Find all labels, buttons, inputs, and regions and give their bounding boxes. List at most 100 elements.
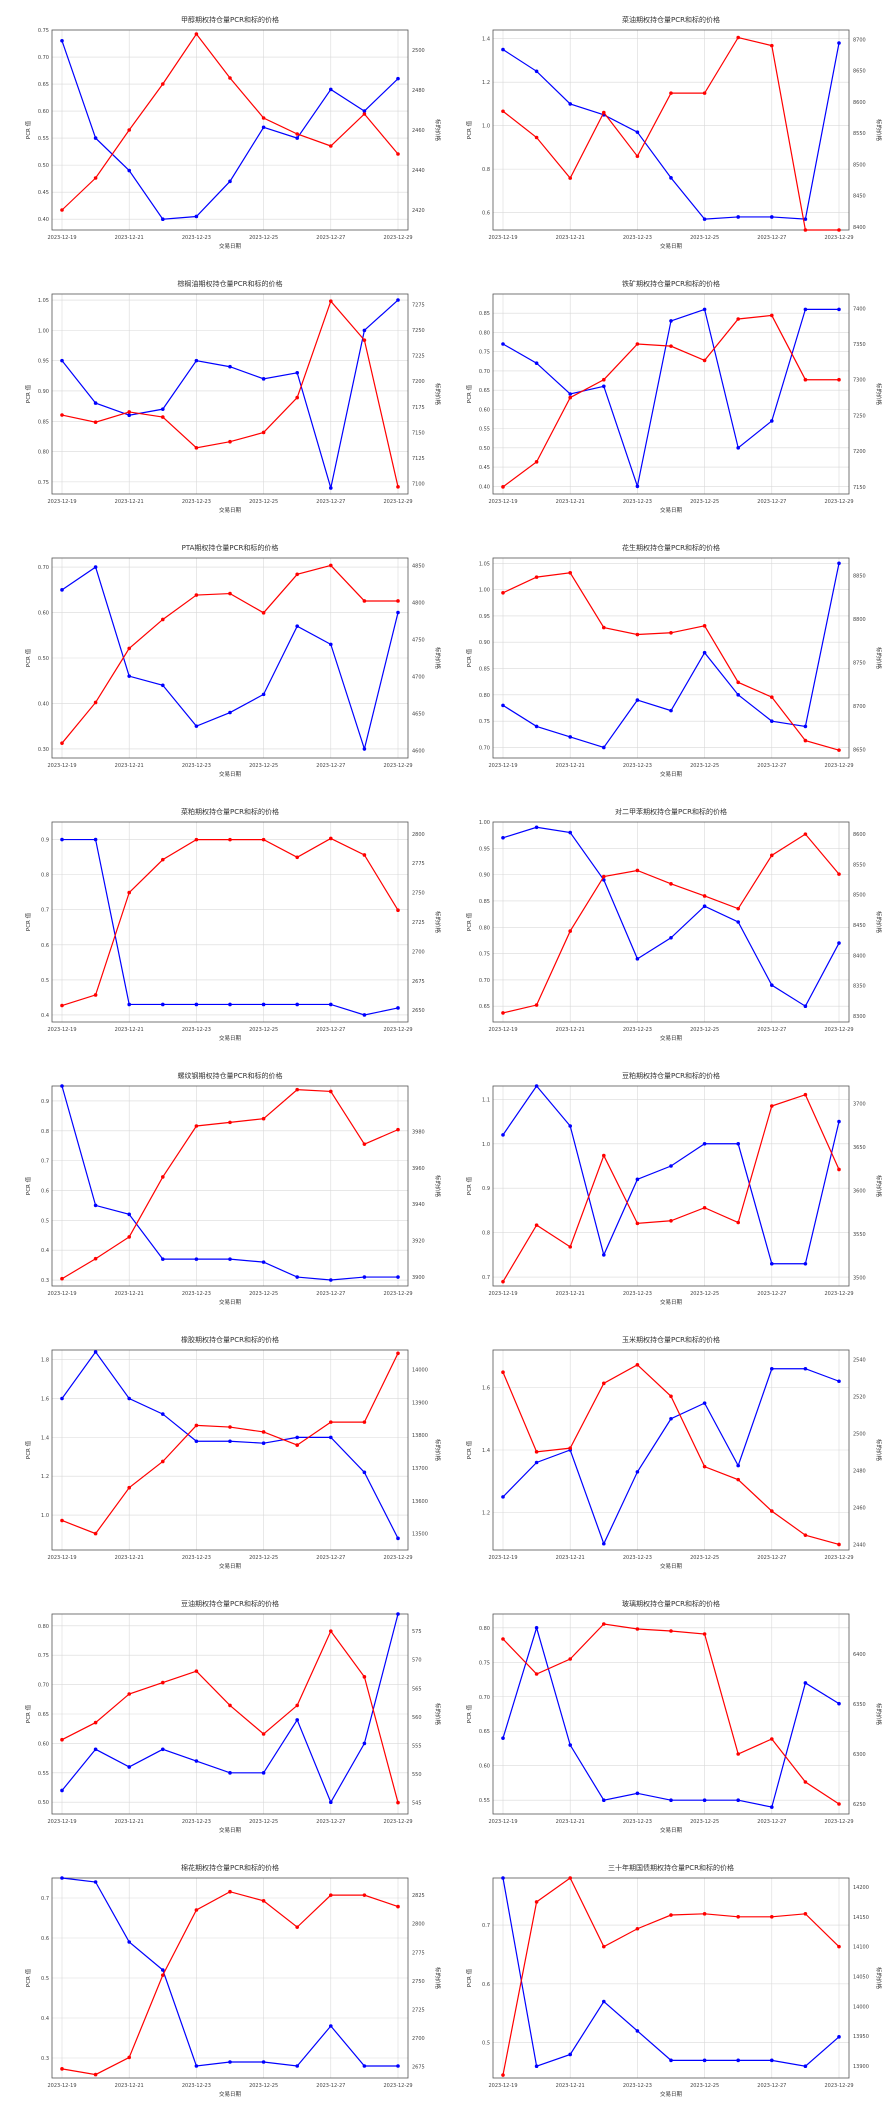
chart-svg: 玉米期权持仓量PCR和标的价格 2023-12-19 2023-12-21 2023-… [465,1335,882,1570]
x-tick-label: 2023-12-23 [623,235,652,241]
plot-frame [51,821,409,1023]
pcr-point [702,2058,707,2063]
y1-tick-label: 0.7 [482,1923,490,1929]
chart-panel: 花生期权持仓量PCR和标的价格 2023-12-19 2023-12-21 2023-… [441,528,882,792]
y1-tick-label: 0.3 [41,1278,49,1284]
y1-tick-label: 0.70 [479,978,490,984]
y1-tick-label: 0.80 [38,1624,49,1630]
price-point [127,128,131,132]
y2-tick-label: 4650 [412,712,425,718]
x-tick-label: 2023-12-21 [556,1291,585,1297]
y1-tick-label: 0.65 [38,82,49,88]
pcr-point [161,407,165,411]
pcr-point [501,835,505,840]
price-point [228,1425,232,1429]
y2-tick-label: 3960 [412,1166,425,1172]
pcr-series-line [61,299,399,489]
pcr-point [362,2064,367,2068]
x-tick-label: 2023-12-19 [47,763,76,769]
price-point [362,599,367,603]
pcr-point [295,1275,300,1279]
y1-tick-label: 0.50 [38,163,49,169]
price-point [127,410,131,414]
price-point [803,832,808,836]
y2-tick-label: 2725 [412,920,425,926]
pcr-point [770,419,774,423]
price-point [534,1900,539,1904]
chart-title: 菜粕期权持仓量PCR和标的价格 [181,807,279,816]
price-point [602,1622,606,1626]
y1-tick-label: 0.40 [479,484,490,490]
chart-svg: 棕榈油期权持仓量PCR和标的价格 2023-12-19 2023-12-21 2023… [24,279,441,514]
pcr-point [329,642,333,647]
pcr-point [669,1416,673,1421]
y2-tick-label: 2480 [853,1468,866,1474]
pcr-point [194,2064,199,2068]
price-point [736,1915,740,1919]
x-axis-label: 交易日期 [660,242,683,250]
x-tick-label: 2023-12-25 [249,763,278,769]
price-point [770,1104,774,1108]
plot-frame [51,557,409,759]
y1-tick-label: 0.55 [479,1798,490,1804]
price-point [534,1672,539,1676]
y1-tick-label: 0.80 [479,330,490,336]
y2-tick-label: 2420 [412,208,425,214]
pcr-point [534,1084,539,1088]
pcr-point [837,2035,841,2039]
y2-tick-label: 2440 [853,1542,866,1548]
x-tick-label: 2023-12-21 [115,2083,144,2089]
y1-tick-label: 0.85 [479,899,490,905]
y2-tick-label: 8500 [853,893,866,899]
pcr-point [635,1470,640,1474]
y2-tick-label: 14200 [853,1885,869,1891]
y1-axis-label: PCR 值 [465,120,473,139]
x-axis-label: 交易日期 [660,2090,683,2098]
x-axis-label: 交易日期 [660,1298,683,1306]
pcr-point [635,1177,640,1182]
price-point [702,91,707,95]
x-tick-label: 2023-12-19 [47,1291,76,1297]
price-point [329,1629,333,1633]
pcr-point [194,1002,199,1007]
price-point [60,208,64,212]
x-tick-label: 2023-12-27 [757,499,786,505]
pcr-point [93,565,98,569]
x-tick-label: 2023-12-29 [824,1555,853,1561]
pcr-point [261,692,266,697]
y2-tick-label: 3920 [412,1239,425,1245]
pcr-series-line [502,1085,840,1265]
y1-tick-label: 0.60 [38,611,49,617]
y2-tick-label: 7350 [853,342,866,348]
price-point [329,563,333,568]
price-point [635,632,640,637]
price-point [534,135,539,140]
price-point [93,1256,98,1261]
price-point [93,993,98,997]
pcr-point [295,370,300,375]
price-point [568,1657,572,1661]
y2-tick-label: 8300 [853,1014,866,1020]
pcr-point [396,1612,400,1616]
y1-axis-label: PCR 值 [465,648,473,667]
y2-tick-label: 2460 [853,1505,866,1511]
y2-tick-label: 14150 [853,1915,869,1921]
y1-tick-label: 0.75 [479,952,490,958]
pcr-point [702,307,707,312]
pcr-point [261,125,266,130]
y2-tick-label: 2500 [853,1431,866,1437]
y2-axis-label: 标的价格 [434,911,441,934]
y1-tick-label: 1.4 [482,37,490,43]
y2-tick-label: 7200 [412,379,425,385]
pcr-point [396,1536,400,1541]
x-tick-label: 2023-12-25 [249,235,278,241]
x-axis-label: 交易日期 [219,1298,242,1306]
y2-axis-label: 标的价格 [875,1703,882,1726]
x-tick-label: 2023-12-25 [690,1027,719,1033]
y2-axis-label: 标的价格 [875,119,882,142]
y2-tick-label: 8750 [853,660,866,666]
y1-tick-label: 0.55 [38,136,49,142]
y1-tick-label: 0.50 [479,446,490,452]
price-point [702,1205,707,1210]
y2-tick-label: 7200 [853,449,866,455]
